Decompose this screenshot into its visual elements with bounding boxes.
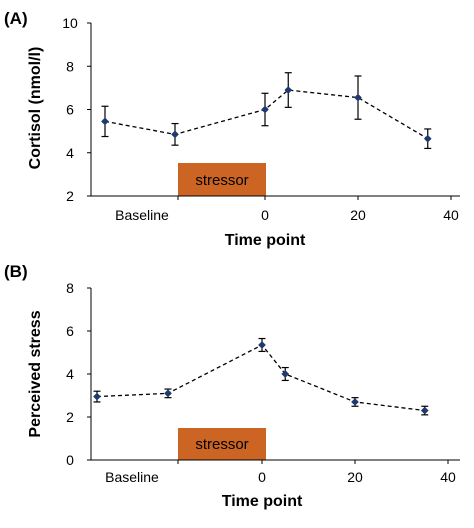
data-point — [354, 93, 362, 102]
series-line — [104, 89, 429, 140]
y-tick-label: 0 — [66, 452, 74, 468]
data-point — [281, 370, 290, 378]
y-tick-label: 10 — [62, 15, 78, 31]
data-point — [423, 134, 432, 143]
y-tick-label: 8 — [66, 280, 74, 296]
chart-panel-a: (A) stressor 2 4 6 8 10 Baseline 0 20 40 Time point… — [4, 9, 460, 249]
x-tick-label: 40 — [443, 207, 459, 223]
y-tick-label: 6 — [66, 323, 74, 339]
x-tick-label: 40 — [440, 469, 456, 485]
x-tick-label: 0 — [261, 207, 269, 223]
x-tick-label: 20 — [347, 469, 363, 485]
data-point — [261, 105, 269, 114]
panel-label: (A) — [4, 9, 28, 28]
x-tick-label: 20 — [350, 207, 366, 223]
y-tick-label: 2 — [66, 188, 74, 204]
x-axis-title: Time point — [222, 493, 303, 510]
data-point — [258, 341, 266, 349]
data-point — [164, 389, 172, 398]
chart-panel-b: (B) stressor 0 2 4 6 8 Baseline 0 20 40 Time point P… — [4, 262, 460, 510]
panel-label: (B) — [4, 262, 28, 281]
stressor-bar — [178, 163, 266, 196]
stressor-bar — [178, 428, 266, 460]
data-point — [351, 397, 359, 406]
x-tick-label: Baseline — [115, 207, 169, 223]
y-axis-title: Cortisol (nmol/l) — [27, 47, 44, 170]
y-tick-label: 8 — [66, 58, 74, 74]
data-point — [284, 86, 293, 94]
x-axis-title: Time point — [225, 232, 306, 249]
y-tick-label: 6 — [66, 102, 74, 118]
data-point — [171, 130, 179, 139]
y-tick-label: 2 — [66, 409, 74, 425]
data-point — [420, 406, 429, 415]
data-point — [93, 392, 101, 401]
y-tick-label: 4 — [66, 145, 74, 161]
stressor-label: stressor — [195, 436, 248, 453]
x-tick-label: Baseline — [105, 469, 159, 485]
stressor-label: stressor — [195, 172, 248, 189]
y-tick-label: 4 — [66, 366, 74, 382]
series-line — [96, 344, 425, 412]
y-axis-title: Perceived stress — [27, 310, 44, 437]
data-point — [101, 117, 109, 126]
x-tick-label: 0 — [258, 469, 266, 485]
